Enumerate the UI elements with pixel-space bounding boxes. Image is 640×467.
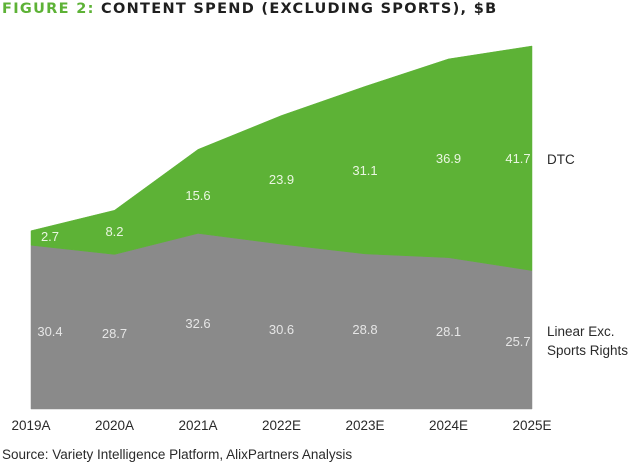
x-tick-label: 2025E bbox=[512, 418, 551, 433]
series-label: DTC bbox=[547, 152, 575, 167]
source-note: Source: Variety Intelligence Platform, A… bbox=[2, 447, 353, 462]
data-label: 30.6 bbox=[269, 322, 294, 337]
chart-title: FIGURE 2: CONTENT SPEND (EXCLUDING SPORT… bbox=[2, 1, 497, 17]
x-tick-label: 2019A bbox=[11, 418, 50, 433]
title-text: CONTENT SPEND (EXCLUDING SPORTS), $B bbox=[101, 1, 498, 17]
data-label: 25.7 bbox=[505, 334, 530, 349]
figure-number: FIGURE 2: bbox=[2, 1, 95, 17]
area-dtc bbox=[30, 45, 533, 271]
data-label: 8.2 bbox=[105, 224, 123, 239]
data-label: 2.7 bbox=[41, 229, 59, 244]
series-label: Sports Rights bbox=[547, 343, 628, 358]
data-label: 28.7 bbox=[102, 326, 127, 341]
x-tick-label: 2021A bbox=[178, 418, 217, 433]
data-label: 41.7 bbox=[505, 151, 530, 166]
data-label: 32.6 bbox=[185, 316, 210, 331]
x-tick-label: 2024E bbox=[429, 418, 468, 433]
data-label: 15.6 bbox=[185, 188, 210, 203]
data-label: 28.8 bbox=[352, 322, 377, 337]
data-label: 30.4 bbox=[37, 324, 62, 339]
series-label: Linear Exc. bbox=[547, 324, 615, 339]
data-label: 23.9 bbox=[269, 172, 294, 187]
data-label: 28.1 bbox=[436, 324, 461, 339]
x-tick-label: 2022E bbox=[262, 418, 301, 433]
x-tick-label: 2023E bbox=[345, 418, 384, 433]
data-label: 36.9 bbox=[436, 151, 461, 166]
data-label: 31.1 bbox=[352, 163, 377, 178]
x-tick-label: 2020A bbox=[95, 418, 134, 433]
